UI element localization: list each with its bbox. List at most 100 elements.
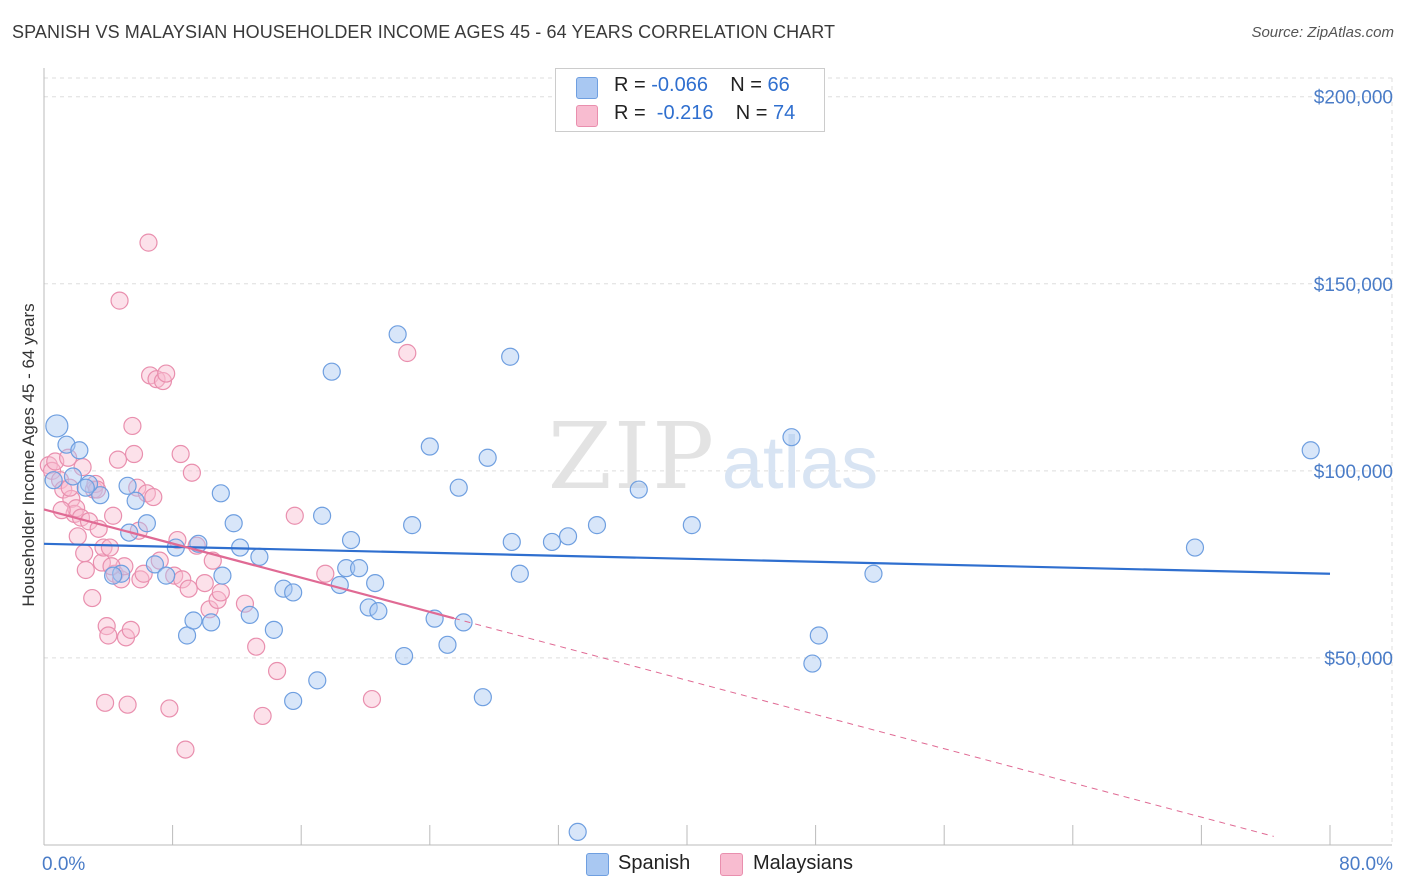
r-label: R = xyxy=(614,74,652,96)
spanish-point xyxy=(284,583,303,602)
spanish-point xyxy=(76,478,95,497)
legend-row-malaysians: R = -0.216 N = 74 xyxy=(576,102,795,128)
malaysian-point xyxy=(67,499,86,518)
legend-label-spanish: Spanish xyxy=(618,852,691,874)
spanish-point xyxy=(91,486,110,505)
malaysian-point xyxy=(83,588,102,608)
spanish-point xyxy=(312,506,332,525)
malaysian-point xyxy=(92,553,111,572)
spanish-point xyxy=(184,611,203,630)
spanish-point xyxy=(45,414,69,438)
malaysian-point xyxy=(131,570,150,589)
spanish-point xyxy=(682,516,701,535)
malaysian-point xyxy=(108,450,128,469)
malaysian-point xyxy=(316,564,335,583)
spanish-point xyxy=(240,605,259,625)
malaysian-point xyxy=(75,544,94,563)
malaysian-point xyxy=(235,594,255,613)
correlation-legend: R = -0.066 N = 66 R = -0.216 N = 74 xyxy=(555,68,825,132)
spanish-point xyxy=(44,471,63,490)
malaysians-trend-line xyxy=(43,508,455,620)
spanish-point xyxy=(137,514,156,533)
malaysian-point xyxy=(100,538,120,557)
malaysians-points xyxy=(39,233,417,759)
axes xyxy=(43,68,1392,846)
malaysian-point xyxy=(362,689,382,709)
spanish-point xyxy=(394,646,414,666)
watermark-atlas: atlas xyxy=(722,421,878,504)
spanish-point xyxy=(629,480,648,499)
spanish-point xyxy=(473,688,492,707)
spanish-point xyxy=(118,476,137,495)
n-label: N = xyxy=(735,102,773,124)
malaysians-trend-extension xyxy=(453,617,1274,837)
malaysian-point xyxy=(195,573,214,593)
malaysian-point xyxy=(121,620,140,639)
x-tick-label: 80.0% xyxy=(1339,854,1393,875)
spanish-point xyxy=(1301,441,1320,460)
spanish-point xyxy=(568,822,587,842)
spanish-point xyxy=(510,564,529,583)
legend-label-malaysians: Malaysians xyxy=(753,852,854,874)
spanish-point xyxy=(126,491,145,510)
malaysian-point xyxy=(139,233,158,252)
n-value-malaysians: 74 xyxy=(773,102,796,124)
spanish-point xyxy=(211,484,230,503)
malaysian-point xyxy=(211,583,230,602)
spanish-point xyxy=(104,566,123,585)
spanish-point xyxy=(349,559,369,578)
malaysian-point xyxy=(147,370,166,389)
malaysian-point xyxy=(99,626,118,645)
malaysian-point xyxy=(179,579,198,598)
spanish-point xyxy=(177,626,197,645)
spanish-point xyxy=(337,559,356,578)
legend-row-spanish: R = -0.066 N = 66 xyxy=(576,74,790,100)
spanish-point xyxy=(449,478,468,497)
malaysian-point xyxy=(60,478,79,497)
malaysian-point xyxy=(160,699,179,718)
malaysian-point xyxy=(118,695,137,714)
y-tick-label: $50,000 xyxy=(1324,649,1393,670)
spanish-point xyxy=(1185,538,1205,557)
spanish-point xyxy=(322,362,341,381)
malaysian-point xyxy=(123,416,142,436)
spanish-points xyxy=(44,325,1320,842)
r-value-malaysians: -0.216 xyxy=(651,102,714,124)
malaysian-point xyxy=(94,538,113,557)
malaysian-point xyxy=(97,617,116,636)
malaysians-swatch-icon xyxy=(576,105,598,127)
spanish-point xyxy=(478,448,497,467)
spanish-point xyxy=(157,566,176,585)
spanish-point xyxy=(864,564,883,583)
malaysian-point xyxy=(285,506,304,525)
spanish-point xyxy=(403,516,422,535)
r-value-spanish: -0.066 xyxy=(651,74,708,96)
spanish-point xyxy=(502,532,521,552)
spanish-trend-line xyxy=(43,542,1331,575)
malaysian-point xyxy=(171,444,190,464)
n-value-spanish: 66 xyxy=(767,74,790,96)
tick-labels: $50,000 $100,000 $150,000 $200,000 0.0% 80.0% xyxy=(42,88,1393,875)
malaysians-legend-icon xyxy=(720,853,743,876)
malaysian-point xyxy=(68,527,87,546)
trend-lines xyxy=(43,508,1331,837)
malaysian-point xyxy=(104,506,123,525)
chart-source: Source: ZipAtlas.com xyxy=(1251,24,1394,41)
malaysian-point xyxy=(182,463,201,482)
spanish-point xyxy=(366,573,385,593)
spanish-point xyxy=(224,514,243,533)
spanish-point xyxy=(264,620,283,639)
y-axis-label: Householder Income Ages 45 - 64 years xyxy=(19,303,38,606)
spanish-point xyxy=(202,613,221,632)
spanish-point xyxy=(359,598,378,617)
malaysian-point xyxy=(102,557,121,576)
spanish-point xyxy=(587,516,607,535)
spanish-point xyxy=(803,654,822,673)
spanish-point xyxy=(308,671,327,690)
spanish-point xyxy=(213,566,232,585)
malaysian-point xyxy=(76,560,95,580)
malaysian-point xyxy=(247,637,266,656)
spanish-point xyxy=(70,441,89,460)
malaysian-point xyxy=(110,291,129,310)
y-tick-label: $150,000 xyxy=(1314,275,1393,296)
